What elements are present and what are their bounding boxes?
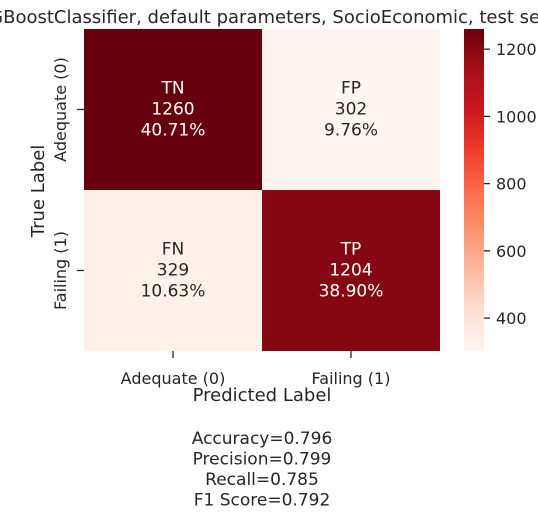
heatmap-cell bbox=[84, 190, 262, 351]
metric-line: F1 Score=0.792 bbox=[194, 491, 331, 511]
y-tick-label: Adequate (0) bbox=[51, 57, 70, 162]
heatmap-cell bbox=[262, 29, 440, 190]
colorbar-tick-label: 800 bbox=[496, 175, 527, 194]
cell-count: 302 bbox=[335, 100, 367, 120]
x-tick-label: Adequate (0) bbox=[121, 369, 226, 388]
cell-label: TP bbox=[340, 240, 362, 260]
colorbar-tick-label: 1200 bbox=[496, 40, 537, 59]
cell-percent: 9.76% bbox=[324, 121, 378, 141]
x-tick-labels: Adequate (0) Failing (1) bbox=[121, 351, 391, 388]
cell-label: FP bbox=[341, 79, 361, 99]
x-axis-label: Predicted Label bbox=[193, 385, 332, 406]
cell-count: 1260 bbox=[151, 100, 194, 120]
colorbar-tick-label: 600 bbox=[496, 242, 527, 261]
cell-count: 1204 bbox=[329, 261, 372, 281]
x-tick-label: Failing (1) bbox=[312, 369, 391, 388]
colorbar bbox=[464, 29, 484, 351]
metrics-block: Accuracy=0.796Precision=0.799Recall=0.78… bbox=[192, 429, 333, 511]
chart-title: XGBoostClassifier, default parameters, S… bbox=[0, 7, 538, 28]
colorbar-tick-label: 1000 bbox=[496, 107, 537, 126]
cell-count: 329 bbox=[157, 261, 189, 281]
cell-percent: 40.71% bbox=[141, 121, 206, 141]
cell-label: FN bbox=[162, 240, 185, 260]
heatmap-cell bbox=[262, 190, 440, 351]
metric-line: Recall=0.785 bbox=[205, 470, 319, 490]
colorbar-ticks: 400 600 800 1000 1200 bbox=[484, 40, 537, 328]
y-tick-labels: Adequate (0) Failing (1) bbox=[51, 57, 84, 310]
colorbar-tick-label: 400 bbox=[496, 309, 527, 328]
y-tick-label: Failing (1) bbox=[51, 231, 70, 310]
metric-line: Accuracy=0.796 bbox=[192, 429, 333, 449]
cell-percent: 10.63% bbox=[141, 282, 206, 302]
cell-label: TN bbox=[160, 79, 184, 99]
cell-percent: 38.90% bbox=[319, 282, 384, 302]
metric-line: Precision=0.799 bbox=[193, 450, 332, 470]
y-axis-label: True Label bbox=[28, 145, 49, 239]
heatmap-cell bbox=[84, 29, 262, 190]
